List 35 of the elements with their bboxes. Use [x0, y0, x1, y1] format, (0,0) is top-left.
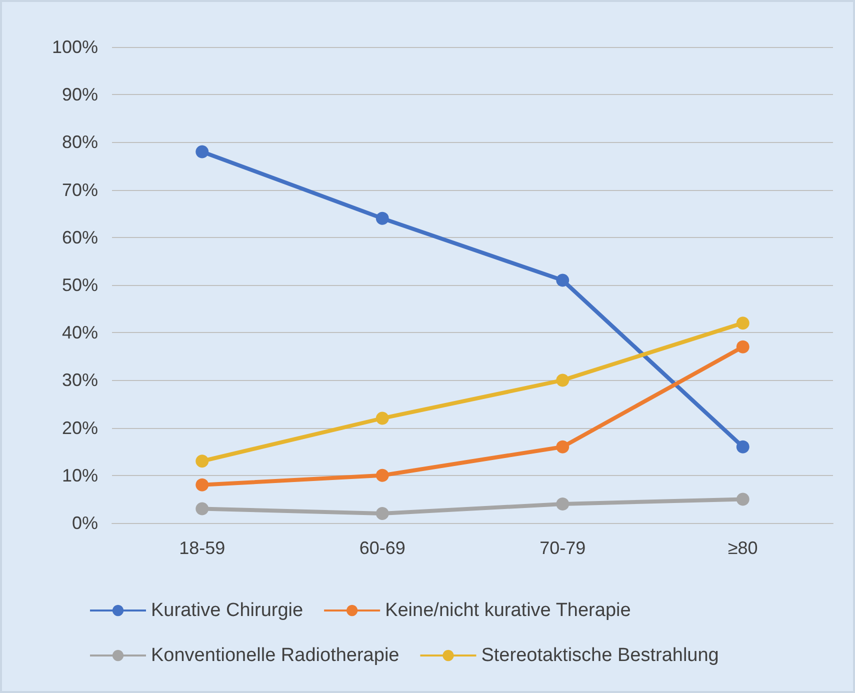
point — [556, 374, 570, 387]
x-tick-label: 70-79 — [540, 538, 586, 558]
point — [736, 316, 750, 330]
point — [736, 340, 750, 354]
point — [376, 506, 389, 520]
y-tick-label: 60% — [62, 227, 98, 248]
x-tick-label: ≥80 — [728, 538, 758, 558]
point — [196, 502, 209, 516]
point — [736, 440, 750, 454]
y-tick-label: 70% — [62, 180, 98, 200]
y-tick-label: 100% — [52, 37, 98, 57]
point — [556, 274, 570, 287]
y-tick-label: 10% — [62, 465, 98, 486]
point — [196, 145, 209, 158]
point — [556, 497, 570, 510]
y-tick-label: 40% — [62, 322, 98, 343]
point — [736, 492, 750, 506]
x-tick-label: 60-69 — [359, 538, 406, 558]
y-tick-label: 30% — [62, 370, 98, 390]
point — [376, 212, 389, 225]
y-tick-label: 90% — [62, 84, 98, 105]
point — [556, 440, 570, 454]
y-tick-label: 20% — [62, 418, 98, 438]
legend-label: Stereotaktische Bestrahlung — [481, 645, 719, 666]
legend-label: Kurative Chirurgie — [151, 600, 304, 621]
y-tick-label: 0% — [72, 513, 98, 533]
x-tick-label: 18-59 — [179, 538, 226, 558]
point — [196, 478, 209, 492]
y-tick-label: 50% — [62, 275, 98, 295]
point — [376, 468, 389, 482]
point — [376, 412, 389, 425]
legend-label: Keine/nicht kurative Therapie — [385, 600, 631, 621]
point — [196, 454, 209, 468]
y-tick-label: 80% — [62, 132, 98, 152]
legend-label: Konventionelle Radiotherapie — [151, 645, 400, 666]
